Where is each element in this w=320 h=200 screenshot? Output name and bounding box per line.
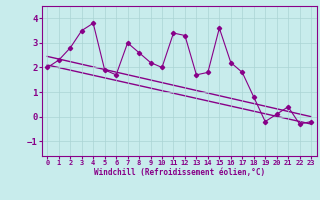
X-axis label: Windchill (Refroidissement éolien,°C): Windchill (Refroidissement éolien,°C) <box>94 168 265 177</box>
